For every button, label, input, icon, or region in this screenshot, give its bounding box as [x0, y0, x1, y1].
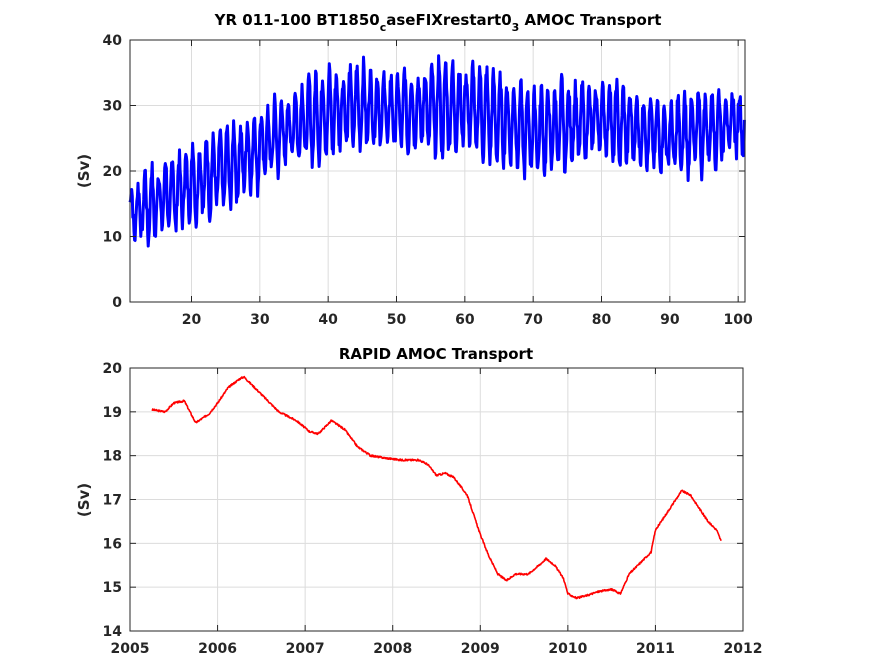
- rapid-xtick-label: 2005: [111, 641, 150, 656]
- rapid-ytick-label: 19: [103, 405, 122, 421]
- model-xtick-label: 100: [724, 312, 753, 328]
- model-ytick-label: 30: [103, 99, 123, 115]
- rapid-ytick-label: 20: [103, 361, 123, 377]
- rapid-ytick-label: 16: [103, 536, 122, 552]
- model-ytick-label: 20: [103, 164, 123, 180]
- rapid-chart-grid: [129, 367, 744, 632]
- model-xtick-label: 60: [455, 312, 475, 328]
- model-xtick-label: 30: [250, 312, 270, 328]
- model-xtick-label: 50: [387, 312, 407, 328]
- model-chart-ylabel: (Sv): [75, 154, 93, 188]
- rapid-ytick-label: 15: [103, 580, 122, 596]
- model-xtick-label: 80: [592, 312, 612, 328]
- model-ytick-label: 40: [103, 33, 123, 49]
- model-xtick-label: 90: [660, 312, 680, 328]
- rapid-chart-title: RAPID AMOC Transport: [339, 345, 533, 363]
- rapid-xtick-label: 2010: [548, 641, 587, 656]
- model-xtick-label: 20: [182, 312, 202, 328]
- rapid-ytick-label: 18: [103, 449, 122, 465]
- model-amoc-chart: YR 011-100 BT1850caseFIXrestart03 AMOC T…: [75, 11, 753, 328]
- model-transport-line: [128, 54, 746, 248]
- model-chart-title: YR 011-100 BT1850caseFIXrestart03 AMOC T…: [214, 11, 662, 34]
- rapid-xtick-label: 2011: [636, 641, 675, 656]
- model-xtick-label: 40: [318, 312, 338, 328]
- rapid-ytick-label: 14: [103, 624, 123, 640]
- rapid-xtick-label: 2009: [461, 641, 500, 656]
- rapid-xtick-label: 2007: [286, 641, 325, 656]
- rapid-xtick-label: 2008: [373, 641, 412, 656]
- rapid-xtick-label: 2012: [724, 641, 763, 656]
- rapid-amoc-chart: RAPID AMOC Transport 2005 2006 2007 2008 200…: [75, 345, 762, 656]
- model-chart-series: [128, 54, 746, 248]
- rapid-chart-ylabel: (Sv): [75, 483, 93, 517]
- rapid-xtick-label: 2006: [198, 641, 237, 656]
- model-xtick-label: 70: [523, 312, 543, 328]
- model-chart-ticks: 20 30 40 50 60 70 80 90 100 0 10 20 30 40: [103, 33, 754, 328]
- model-ytick-label: 0: [112, 295, 122, 311]
- rapid-transport-line: [151, 375, 722, 600]
- model-ytick-label: 10: [103, 230, 123, 246]
- rapid-chart-ticks: 2005 2006 2007 2008 2009 2010 2011 2012 14 15 16 17…: [103, 361, 763, 656]
- rapid-chart-series: [151, 375, 722, 600]
- rapid-ytick-label: 17: [103, 493, 122, 509]
